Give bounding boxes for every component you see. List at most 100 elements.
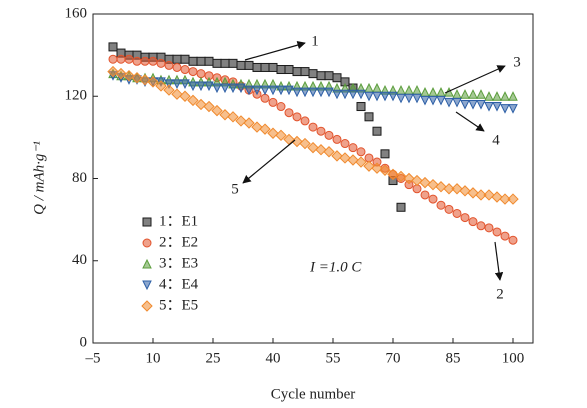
data-point <box>308 87 318 98</box>
legend-label: 2：E2 <box>159 234 198 250</box>
data-point <box>228 83 238 94</box>
data-point <box>227 111 239 123</box>
data-point <box>147 76 159 88</box>
data-point <box>276 102 286 112</box>
data-point <box>428 194 438 204</box>
data-point <box>364 82 374 93</box>
data-point <box>483 189 495 201</box>
data-point <box>212 83 222 94</box>
data-point <box>268 85 278 96</box>
data-point <box>492 91 502 101</box>
data-point <box>452 97 462 108</box>
data-point <box>284 85 294 96</box>
data-point <box>484 223 494 233</box>
data-point <box>363 160 375 172</box>
data-point <box>299 137 311 150</box>
data-point <box>268 97 278 107</box>
data-point <box>372 126 382 136</box>
data-point <box>428 87 438 97</box>
data-point <box>372 82 382 93</box>
data-point <box>420 95 430 106</box>
data-point <box>164 79 174 90</box>
x-tick-label: 100 <box>502 350 525 366</box>
data-point <box>411 174 423 187</box>
data-point <box>260 93 270 103</box>
data-point <box>259 123 271 135</box>
data-point <box>292 112 302 122</box>
data-point <box>332 134 342 144</box>
legend-marker <box>141 300 153 312</box>
data-point <box>180 54 190 64</box>
data-point <box>123 69 135 82</box>
y-tick-label: 40 <box>72 252 87 268</box>
data-point <box>443 183 455 195</box>
data-point <box>460 89 470 99</box>
data-point <box>204 56 214 66</box>
data-point <box>412 93 422 104</box>
data-point <box>387 168 399 181</box>
data-point <box>324 71 334 81</box>
data-point <box>187 94 199 107</box>
data-point <box>347 154 359 166</box>
y-tick-label: 160 <box>65 5 88 21</box>
data-point <box>307 141 319 154</box>
legend-label: 1：E1 <box>159 213 198 229</box>
data-point <box>267 127 279 139</box>
data-point <box>292 87 302 98</box>
data-point <box>116 54 126 64</box>
data-point <box>204 81 214 92</box>
data-point <box>388 91 398 102</box>
data-point <box>107 65 119 78</box>
data-point <box>475 189 487 201</box>
legend-label: 3：E3 <box>159 255 198 271</box>
legend-label: 5：E5 <box>159 297 198 313</box>
data-point <box>395 170 407 183</box>
data-point <box>492 227 502 237</box>
data-point <box>268 62 278 72</box>
data-point <box>379 164 391 176</box>
data-point <box>195 98 207 111</box>
annotation-arrow <box>244 41 306 61</box>
data-point <box>468 217 478 227</box>
data-point <box>356 102 366 112</box>
data-point <box>348 143 358 153</box>
data-point <box>244 85 254 96</box>
data-point <box>164 60 174 70</box>
annotation-arrow <box>455 111 485 132</box>
data-point <box>300 67 310 77</box>
data-point <box>396 202 406 212</box>
data-point <box>364 91 374 102</box>
data-point <box>115 67 127 80</box>
data-point <box>188 67 198 77</box>
data-point <box>380 149 390 159</box>
legend-marker <box>142 217 152 227</box>
data-point <box>284 65 294 75</box>
data-point <box>508 104 518 114</box>
data-point <box>132 56 142 66</box>
annotation-label: 5 <box>231 181 239 197</box>
data-point <box>332 89 342 100</box>
data-point <box>236 83 246 94</box>
data-point <box>444 97 454 108</box>
data-point <box>220 58 230 68</box>
data-point <box>316 87 326 98</box>
data-point <box>427 178 439 191</box>
data-point <box>452 89 462 99</box>
data-point <box>459 185 471 197</box>
data-point <box>428 95 438 106</box>
data-point <box>420 87 430 97</box>
data-point <box>172 79 182 90</box>
data-point <box>300 116 310 126</box>
data-point <box>139 74 151 86</box>
data-point <box>460 213 470 223</box>
annotation-label: 2 <box>496 286 504 302</box>
data-point <box>396 84 406 95</box>
data-point <box>315 144 327 156</box>
data-point <box>403 172 415 185</box>
data-point <box>275 129 287 142</box>
y-tick-label: 120 <box>65 88 88 104</box>
data-point <box>308 69 318 79</box>
x-tick-label: –5 <box>85 350 101 366</box>
